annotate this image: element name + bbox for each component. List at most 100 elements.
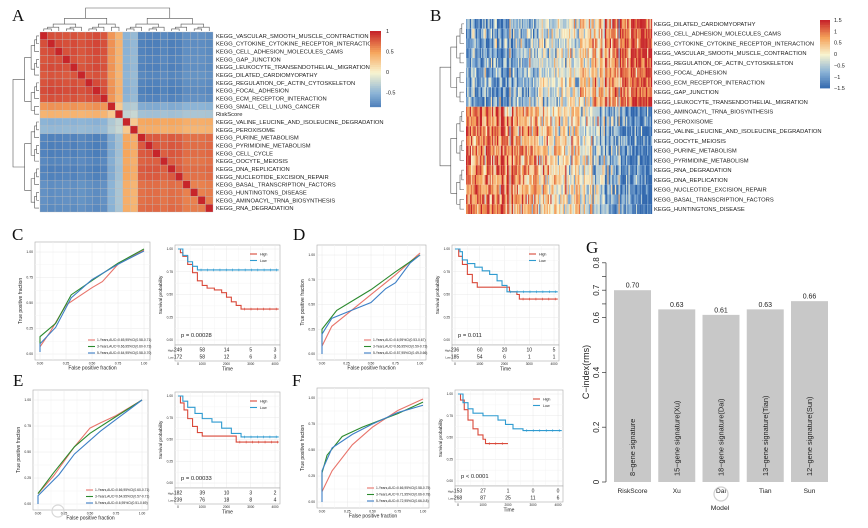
heatmap-cell <box>638 48 640 58</box>
heatmap-cell <box>624 155 627 166</box>
heatmap-cell <box>484 116 486 127</box>
heatmap-cell <box>69 78 78 87</box>
heatmap-cell <box>539 67 541 78</box>
heatmap-cell <box>540 136 542 146</box>
heatmap-cell <box>649 48 651 58</box>
heatmap-cell <box>518 145 520 156</box>
heatmap-cell <box>570 58 572 68</box>
heatmap-cell <box>567 155 570 166</box>
heatmap-cell <box>632 38 634 49</box>
heatmap-cell <box>566 48 568 58</box>
heatmap-cell <box>536 126 539 136</box>
heatmap-cell <box>470 38 473 49</box>
heatmap-cell <box>587 116 589 127</box>
heatmap-cell <box>528 19 530 29</box>
heatmap-cell <box>622 175 624 185</box>
heatmap-cell <box>531 165 534 175</box>
heatmap-cell <box>526 48 529 58</box>
heatmap-cell <box>580 155 582 166</box>
y-tick-label: 0.00 <box>24 502 31 506</box>
heatmap-cell <box>560 194 562 205</box>
heatmap-cell <box>576 87 578 97</box>
heatmap-cell <box>633 175 635 185</box>
heatmap-cell <box>478 155 480 166</box>
heatmap-cell <box>514 48 516 58</box>
heatmap-cell <box>534 145 536 156</box>
heatmap-cell <box>614 126 617 136</box>
colorbar-segment <box>370 84 381 87</box>
colorbar-a: 10.50-0.5 <box>370 29 395 108</box>
heatmap-cell <box>578 175 581 185</box>
heatmap-cell <box>62 164 71 174</box>
heatmap-cell <box>545 87 547 97</box>
heatmap-cell <box>594 48 597 58</box>
heatmap-cell <box>152 39 161 48</box>
heatmap-cell <box>590 38 592 49</box>
heatmap-cell <box>582 165 584 175</box>
dendrogram-branch <box>24 57 32 102</box>
heatmap-cell <box>182 70 191 80</box>
heatmap-cell <box>531 184 534 195</box>
heatmap-cell <box>624 48 627 58</box>
heatmap-cell <box>562 175 565 185</box>
heatmap-cell <box>565 77 567 88</box>
heatmap-cell <box>100 31 108 40</box>
heatmap-cell <box>649 136 651 146</box>
heatmap-cell <box>497 184 499 195</box>
heatmap-cell <box>650 58 653 68</box>
heatmap-cell <box>160 141 169 150</box>
heatmap-cell <box>624 194 627 205</box>
heatmap-cell <box>544 184 546 195</box>
heatmap-cell <box>645 97 648 107</box>
risk-table-row-label: High <box>168 492 174 496</box>
heatmap-cell <box>489 97 491 107</box>
heatmap-cell <box>580 136 582 146</box>
heatmap-cell <box>638 67 640 78</box>
heatmap-cell <box>594 184 597 195</box>
heatmap-cell <box>632 194 634 205</box>
heatmap-cell <box>536 204 539 214</box>
heatmap-cell <box>523 155 525 166</box>
heatmap-cell <box>535 145 537 156</box>
heatmap-cell <box>556 116 558 127</box>
heatmap-cell <box>489 165 491 175</box>
heatmap-cell <box>638 145 640 156</box>
legend-label: 3-Years,AUC=0.66,95%CI(0.59-0.73) <box>373 345 427 349</box>
heatmap-cell <box>559 28 561 39</box>
heatmap-cell <box>84 188 93 197</box>
heatmap-cell <box>504 87 506 97</box>
heatmap-cell <box>497 77 499 88</box>
heatmap-cell <box>526 175 529 185</box>
risk-table-count: 6 <box>503 355 506 361</box>
heatmap-cell <box>536 77 539 88</box>
heatmap-cell <box>629 38 632 49</box>
heatmap-cell <box>643 194 645 205</box>
heatmap-cell <box>190 133 199 142</box>
heatmap-cell <box>528 87 530 97</box>
heatmap-cell <box>477 106 479 117</box>
heatmap-cell <box>540 175 542 185</box>
heatmap-cell <box>536 106 539 117</box>
heatmap-cell <box>572 87 575 97</box>
heatmap-cell <box>563 175 566 185</box>
heatmap-cell <box>122 141 131 150</box>
heatmap-cell <box>511 204 514 214</box>
heatmap-cell <box>77 63 86 72</box>
heatmap-cell <box>54 31 63 40</box>
heatmap-cell <box>612 126 614 136</box>
heatmap-cell <box>190 157 199 166</box>
heatmap-cell <box>474 204 477 214</box>
heatmap-cell <box>546 145 548 156</box>
heatmap-cell <box>582 116 584 127</box>
heatmap-cell <box>537 194 540 205</box>
heatmap-cell <box>575 165 577 175</box>
heatmap-cell <box>638 136 640 146</box>
heatmap-cell <box>182 188 191 197</box>
heatmap-cell <box>480 97 483 107</box>
heatmap-cell <box>618 38 620 49</box>
heatmap-cell <box>520 106 522 117</box>
heatmap-cell <box>532 58 535 68</box>
y-axis-title: Survival probability <box>158 275 163 314</box>
heatmap-cell <box>39 110 48 119</box>
heatmap-cell <box>637 58 639 68</box>
